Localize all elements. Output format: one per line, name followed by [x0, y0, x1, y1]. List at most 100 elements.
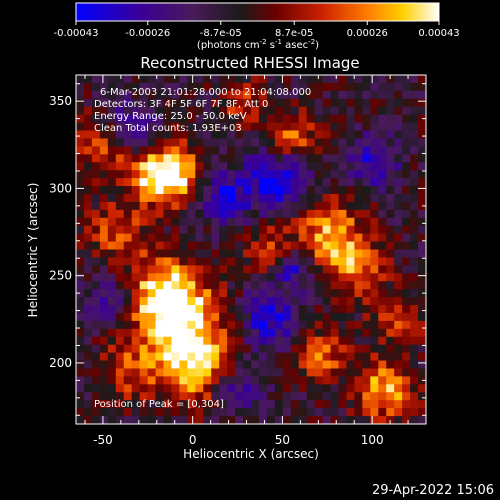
image-pixel	[179, 265, 188, 274]
image-pixel	[235, 416, 244, 425]
image-pixel	[402, 138, 411, 147]
image-pixel	[338, 106, 347, 116]
image-pixel	[91, 281, 101, 290]
image-pixel	[123, 273, 133, 282]
image-pixel	[99, 249, 109, 258]
image-pixel	[163, 289, 172, 298]
image-pixel	[219, 178, 228, 187]
image-pixel	[330, 233, 339, 243]
image-pixel	[354, 114, 363, 124]
image-pixel	[394, 281, 403, 290]
image-pixel	[338, 257, 347, 266]
image-pixel	[354, 106, 363, 116]
image-pixel	[290, 289, 300, 298]
image-pixel	[298, 312, 308, 322]
annotation-detectors: Detectors: 3F 4F 5F 6F 7F 8F, Att 0	[94, 99, 268, 110]
image-pixel	[179, 289, 188, 298]
image-pixel	[163, 154, 172, 163]
image-pixel	[115, 225, 125, 235]
image-pixel	[227, 320, 236, 330]
image-pixel	[394, 408, 403, 417]
image-pixel	[123, 312, 133, 322]
image-pixel	[155, 273, 164, 282]
image-pixel	[195, 289, 204, 298]
image-pixel	[251, 106, 260, 116]
image-pixel	[187, 368, 196, 377]
image-pixel	[76, 114, 85, 124]
image-pixel	[282, 162, 292, 171]
image-pixel	[378, 193, 387, 203]
image-pixel	[171, 384, 180, 393]
image-pixel	[91, 416, 101, 425]
image-pixel	[258, 201, 268, 211]
image-pixel	[266, 90, 276, 100]
image-pixel	[330, 193, 339, 203]
image-pixel	[282, 82, 292, 92]
image-pixel	[91, 376, 101, 385]
image-pixel	[99, 130, 109, 139]
image-pixel	[76, 193, 85, 203]
image-pixel	[330, 186, 339, 195]
image-pixel	[306, 122, 316, 132]
image-pixel	[290, 178, 300, 187]
image-pixel	[266, 408, 276, 417]
image-pixel	[83, 193, 93, 203]
image-pixel	[211, 289, 220, 298]
colorbar	[75, 2, 440, 22]
image-pixel	[155, 312, 164, 322]
image-pixel	[394, 273, 403, 282]
image-pixel	[99, 297, 109, 306]
image-pixel	[346, 90, 355, 100]
image-pixel	[346, 416, 355, 425]
image-pixel	[314, 122, 324, 132]
image-pixel	[211, 98, 220, 108]
image-pixel	[131, 217, 141, 227]
image-pixel	[147, 130, 157, 139]
image-pixel	[306, 217, 316, 227]
image-pixel	[251, 146, 260, 155]
image-pixel	[362, 114, 371, 124]
image-pixel	[243, 75, 252, 84]
image-pixel	[227, 82, 236, 92]
image-pixel	[322, 82, 332, 92]
image-pixel	[346, 344, 355, 354]
image-pixel	[322, 312, 332, 322]
image-pixel	[83, 186, 93, 195]
image-pixel	[211, 344, 220, 354]
image-pixel	[171, 106, 180, 116]
image-pixel	[362, 225, 371, 235]
image-pixel	[274, 257, 284, 266]
image-pixel	[314, 90, 324, 100]
image-pixel	[386, 336, 395, 346]
colorbar-tick-label: -0.00026	[125, 28, 170, 39]
image-pixel	[123, 257, 133, 266]
image-pixel	[203, 114, 212, 124]
image-pixel	[99, 336, 109, 346]
image-pixel	[330, 75, 339, 84]
image-pixel	[187, 217, 196, 227]
image-pixel	[394, 416, 403, 425]
image-pixel	[362, 178, 371, 187]
image-pixel	[410, 312, 419, 322]
image-pixel	[76, 312, 85, 322]
image-pixel	[274, 233, 284, 243]
image-pixel	[179, 384, 188, 393]
image-pixel	[107, 186, 117, 195]
image-pixel	[346, 376, 355, 385]
image-pixel	[354, 138, 363, 147]
image-pixel	[346, 328, 355, 338]
image-pixel	[107, 305, 117, 314]
image-pixel	[378, 257, 387, 266]
image-pixel	[354, 98, 363, 108]
image-pixel	[410, 233, 419, 243]
image-pixel	[179, 336, 188, 346]
image-pixel	[322, 186, 332, 195]
image-pixel	[362, 209, 371, 219]
image-pixel	[378, 75, 387, 84]
image-pixel	[282, 297, 292, 306]
image-pixel	[306, 186, 316, 195]
image-pixel	[298, 416, 308, 425]
image-pixel	[354, 233, 363, 243]
image-pixel	[115, 209, 125, 219]
image-pixel	[338, 416, 347, 425]
